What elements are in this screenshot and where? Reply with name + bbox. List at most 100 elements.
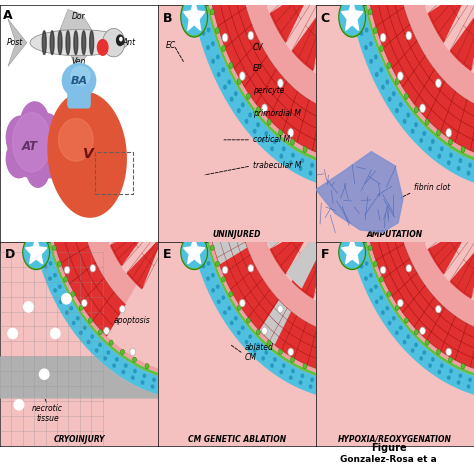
- Circle shape: [237, 109, 240, 112]
- Circle shape: [290, 161, 292, 164]
- Circle shape: [202, 31, 205, 35]
- Circle shape: [291, 357, 294, 362]
- Polygon shape: [257, 0, 303, 3]
- Circle shape: [395, 78, 399, 84]
- Circle shape: [440, 364, 443, 367]
- Polygon shape: [212, 236, 233, 264]
- Circle shape: [262, 138, 264, 142]
- Circle shape: [122, 370, 125, 374]
- Circle shape: [222, 296, 225, 299]
- Circle shape: [374, 27, 377, 34]
- Circle shape: [400, 326, 402, 329]
- Polygon shape: [316, 152, 403, 232]
- Polygon shape: [209, 4, 377, 164]
- Ellipse shape: [42, 31, 46, 55]
- Circle shape: [380, 46, 383, 52]
- Polygon shape: [342, 0, 363, 30]
- Circle shape: [64, 277, 68, 282]
- Circle shape: [267, 340, 271, 345]
- Text: C: C: [321, 12, 330, 25]
- Circle shape: [52, 245, 56, 251]
- Text: Ven: Ven: [72, 57, 86, 66]
- Circle shape: [104, 327, 109, 335]
- Ellipse shape: [58, 31, 62, 55]
- Polygon shape: [324, 258, 348, 308]
- Polygon shape: [60, 9, 91, 30]
- Circle shape: [370, 273, 372, 277]
- Circle shape: [237, 305, 241, 310]
- Polygon shape: [110, 222, 153, 266]
- Text: EC: EC: [166, 41, 176, 49]
- Circle shape: [66, 311, 68, 314]
- Text: Dor: Dor: [72, 12, 86, 21]
- Circle shape: [198, 17, 201, 21]
- Circle shape: [440, 147, 443, 151]
- Circle shape: [370, 42, 372, 46]
- Circle shape: [248, 31, 254, 40]
- Polygon shape: [450, 4, 474, 71]
- Ellipse shape: [14, 400, 24, 410]
- Circle shape: [311, 164, 313, 167]
- Polygon shape: [209, 241, 377, 379]
- Circle shape: [241, 326, 244, 329]
- Circle shape: [432, 140, 434, 144]
- Circle shape: [83, 326, 86, 329]
- Polygon shape: [292, 4, 326, 71]
- Circle shape: [280, 155, 283, 158]
- Circle shape: [207, 28, 210, 32]
- Circle shape: [420, 357, 422, 360]
- Circle shape: [6, 116, 35, 159]
- Circle shape: [228, 80, 230, 84]
- Polygon shape: [370, 228, 474, 375]
- Polygon shape: [35, 243, 221, 401]
- Circle shape: [407, 113, 410, 117]
- Text: Gonzalez-Rosa et a: Gonzalez-Rosa et a: [340, 455, 437, 464]
- Polygon shape: [259, 0, 370, 85]
- Circle shape: [438, 155, 440, 158]
- Circle shape: [446, 128, 452, 137]
- Circle shape: [457, 166, 460, 170]
- Circle shape: [182, 0, 206, 35]
- Polygon shape: [351, 6, 474, 190]
- Circle shape: [246, 318, 250, 323]
- Text: CV: CV: [253, 43, 264, 52]
- Circle shape: [288, 128, 293, 137]
- Circle shape: [423, 351, 426, 354]
- Polygon shape: [320, 250, 345, 310]
- Ellipse shape: [103, 28, 125, 57]
- Circle shape: [38, 140, 63, 178]
- Circle shape: [436, 79, 441, 87]
- Circle shape: [202, 264, 205, 268]
- Circle shape: [290, 376, 292, 379]
- Circle shape: [218, 73, 220, 76]
- Polygon shape: [49, 242, 219, 383]
- Circle shape: [6, 140, 32, 178]
- Circle shape: [125, 364, 127, 367]
- Circle shape: [403, 340, 406, 344]
- Circle shape: [339, 0, 365, 37]
- Circle shape: [368, 9, 372, 15]
- Circle shape: [262, 104, 267, 112]
- Circle shape: [49, 277, 51, 280]
- Circle shape: [278, 130, 283, 136]
- Circle shape: [119, 306, 125, 313]
- Circle shape: [415, 343, 417, 346]
- Circle shape: [221, 46, 226, 52]
- Circle shape: [134, 369, 136, 373]
- Circle shape: [467, 171, 470, 175]
- Circle shape: [120, 349, 125, 355]
- Circle shape: [23, 235, 50, 270]
- Circle shape: [374, 261, 377, 266]
- Circle shape: [356, 17, 359, 21]
- Polygon shape: [51, 241, 219, 379]
- Circle shape: [365, 262, 368, 265]
- Circle shape: [237, 78, 241, 84]
- Text: AT: AT: [22, 140, 38, 154]
- Text: Ant: Ant: [123, 38, 136, 47]
- Circle shape: [362, 14, 364, 18]
- Polygon shape: [320, 15, 345, 84]
- Circle shape: [414, 107, 419, 113]
- Text: V: V: [83, 147, 94, 161]
- Polygon shape: [270, 0, 312, 43]
- Circle shape: [403, 119, 406, 123]
